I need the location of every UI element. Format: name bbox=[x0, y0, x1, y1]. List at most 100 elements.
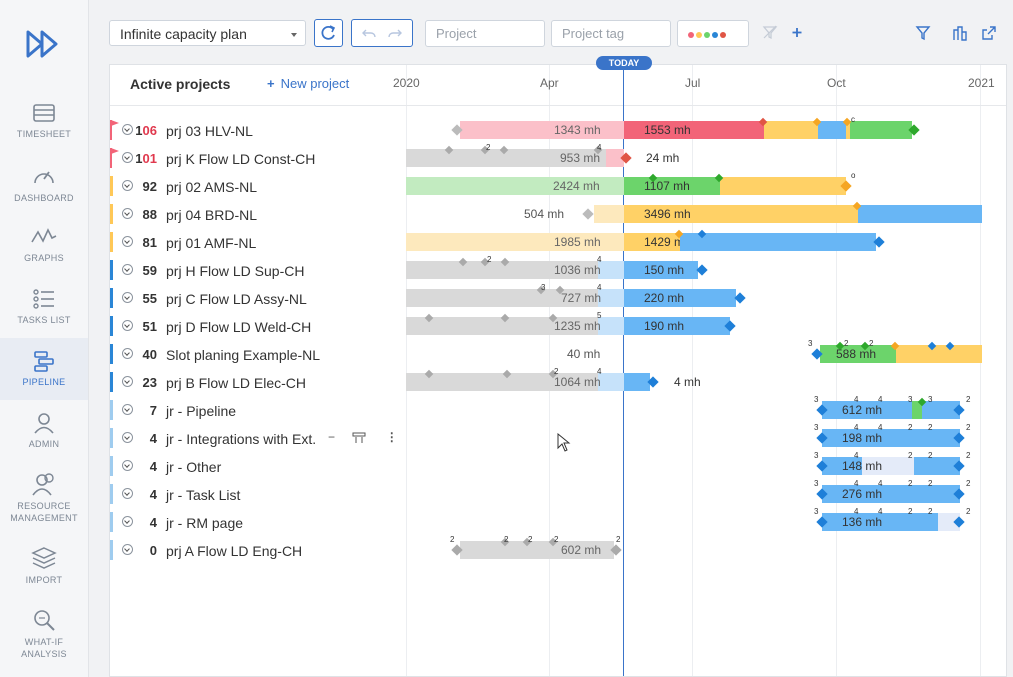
more-options-icon[interactable]: ⋮ bbox=[385, 430, 398, 444]
tools-icon[interactable] bbox=[352, 432, 366, 444]
expand-icon[interactable] bbox=[122, 488, 133, 499]
expand-icon[interactable] bbox=[122, 152, 133, 163]
sidebar-item-what-if-analysis[interactable]: WHAT-IF ANALYSIS bbox=[0, 608, 88, 660]
phase-bar[interactable] bbox=[858, 205, 982, 223]
past-bar bbox=[598, 261, 624, 279]
marker-label: 2 bbox=[966, 423, 971, 432]
project-row[interactable]: 40 Slot planing Example-NL 40 mh 588 mh … bbox=[110, 339, 1006, 368]
future-bar[interactable] bbox=[624, 261, 698, 279]
future-bar[interactable] bbox=[624, 289, 736, 307]
row-count-value: 59 bbox=[142, 263, 157, 278]
future-bar[interactable] bbox=[822, 513, 938, 531]
project-row[interactable]: 4 jr - RM page 136 mh 3 4 4 2 2 2 bbox=[110, 507, 1006, 536]
phase-bar[interactable] bbox=[896, 345, 982, 363]
marker-label: 3 bbox=[814, 507, 819, 516]
app-logo-icon[interactable] bbox=[22, 26, 66, 62]
add-icon[interactable] bbox=[791, 24, 803, 40]
sidebar-item-dashboard[interactable]: DASHBOARD bbox=[0, 164, 88, 204]
expand-icon[interactable] bbox=[122, 236, 133, 247]
row-count: 59 bbox=[133, 263, 157, 278]
project-row[interactable]: 4 jr - Task List 276 mh 3 4 4 2 2 2 bbox=[110, 479, 1006, 508]
project-row[interactable]: 4 jr - Integrations with Ext. − ⋮ 198 mh… bbox=[110, 423, 1006, 452]
redo-icon[interactable] bbox=[387, 27, 403, 39]
future-bar[interactable] bbox=[624, 121, 764, 139]
what-if-icon bbox=[34, 610, 55, 631]
phase-bar[interactable] bbox=[850, 121, 912, 139]
expand-icon[interactable] bbox=[122, 320, 133, 331]
future-mh: 3496 mh bbox=[644, 207, 691, 221]
sidebar-item-tasks-list[interactable]: TASKS LIST bbox=[0, 288, 88, 326]
month-gridline bbox=[980, 65, 981, 676]
color-dot bbox=[712, 32, 718, 38]
timesheet-icon bbox=[33, 104, 55, 122]
project-row[interactable]: 101 prj K Flow LD Const-CH 953 mh 2 4 24… bbox=[110, 143, 1006, 172]
project-filter-input[interactable]: Project bbox=[425, 20, 545, 47]
milestone-icon[interactable] bbox=[696, 264, 708, 276]
new-project-button[interactable]: + New project bbox=[267, 76, 349, 91]
columns-icon[interactable] bbox=[952, 24, 968, 42]
future-bar[interactable] bbox=[822, 429, 960, 447]
phase-bar[interactable] bbox=[862, 457, 914, 475]
phase-bar[interactable] bbox=[720, 177, 846, 195]
sidebar-item-graphs[interactable]: GRAPHS bbox=[0, 226, 88, 264]
plan-select[interactable]: Infinite capacity plan bbox=[109, 20, 306, 46]
expand-icon[interactable] bbox=[122, 208, 133, 219]
phase-bar[interactable] bbox=[680, 233, 876, 251]
sidebar-item-pipeline[interactable]: PIPELINE bbox=[0, 338, 88, 400]
phase-bar[interactable] bbox=[818, 121, 846, 139]
marker-label: 2 bbox=[966, 451, 971, 460]
sidebar-item-resource-management[interactable]: RESOURCE MANAGEMENT bbox=[0, 472, 88, 524]
tasks-list-icon bbox=[33, 289, 54, 309]
project-row[interactable]: 59 prj H Flow LD Sup-CH 1036 mh 150 mh 2… bbox=[110, 255, 1006, 284]
project-row[interactable]: 23 prj B Flow LD Elec-CH 1064 mh 2 4 4 m… bbox=[110, 367, 1006, 396]
expand-icon[interactable] bbox=[122, 180, 133, 191]
expand-icon[interactable] bbox=[122, 376, 133, 387]
clear-filter-icon[interactable] bbox=[762, 24, 778, 40]
row-color-marker bbox=[110, 372, 113, 392]
future-bar[interactable] bbox=[822, 485, 960, 503]
refresh-button[interactable] bbox=[314, 19, 343, 47]
project-row[interactable]: 7 jr - Pipeline 612 mh 3 4 4 3 3 2 bbox=[110, 395, 1006, 424]
project-row[interactable]: 51 prj D Flow LD Weld-CH 1235 mh 190 mh … bbox=[110, 311, 1006, 340]
phase-bar[interactable] bbox=[938, 513, 960, 531]
expand-icon[interactable] bbox=[122, 264, 133, 275]
project-row[interactable]: 88 prj 04 BRD-NL 504 mh 3496 mh bbox=[110, 200, 1006, 228]
row-count-value: 4 bbox=[149, 487, 157, 502]
future-bar[interactable] bbox=[624, 317, 730, 335]
project-row[interactable]: 4 jr - Other 148 mh 3 4 2 2 2 bbox=[110, 451, 1006, 480]
color-filter[interactable] bbox=[677, 20, 749, 47]
future-bar[interactable] bbox=[624, 373, 650, 391]
expand-icon[interactable] bbox=[122, 432, 133, 443]
expand-icon[interactable] bbox=[122, 516, 133, 527]
sidebar-item-admin[interactable]: ADMIN bbox=[0, 412, 88, 450]
project-row[interactable]: 81 prj 01 AMF-NL 1985 mh 1429 mh bbox=[110, 228, 1006, 256]
milestone-icon[interactable] bbox=[582, 208, 594, 220]
project-row[interactable]: 0 prj A Flow LD Eng-CH 602 mh 2 2 2 2 2 bbox=[110, 535, 1006, 564]
external-link-icon[interactable] bbox=[981, 24, 997, 42]
project-row[interactable]: 106 prj 03 HLV-NL 1343 mh 1553 mh c bbox=[110, 115, 1006, 144]
expand-icon[interactable] bbox=[122, 348, 133, 359]
undo-icon[interactable] bbox=[361, 27, 377, 39]
expand-icon[interactable] bbox=[122, 544, 133, 555]
past-mh: 1343 mh bbox=[554, 123, 601, 137]
phase-bar[interactable] bbox=[764, 121, 818, 139]
future-bar[interactable] bbox=[624, 205, 858, 223]
past-mh: 1064 mh bbox=[554, 375, 601, 389]
collapse-icon[interactable]: − bbox=[328, 430, 336, 444]
project-row[interactable]: 92 prj 02 AMS-NL 2424 mh 1107 mh o bbox=[110, 171, 1006, 200]
sidebar-item-import[interactable]: IMPORT bbox=[0, 546, 88, 586]
phase-bar[interactable] bbox=[912, 401, 922, 419]
milestone-icon[interactable] bbox=[734, 292, 746, 304]
row-count-value: 0 bbox=[149, 543, 157, 558]
future-bar[interactable] bbox=[624, 177, 720, 195]
project-row[interactable]: 55 prj C Flow LD Assy-NL 727 mh 220 mh 3… bbox=[110, 283, 1006, 312]
expand-icon[interactable] bbox=[122, 292, 133, 303]
future-bar[interactable] bbox=[822, 401, 960, 419]
filter-icon[interactable] bbox=[915, 24, 931, 42]
sidebar-item-timesheet[interactable]: TIMESHEET bbox=[0, 102, 88, 140]
project-tag-filter-input[interactable]: Project tag bbox=[551, 20, 671, 47]
expand-icon[interactable] bbox=[122, 404, 133, 415]
expand-icon[interactable] bbox=[122, 124, 133, 135]
future-bar[interactable] bbox=[624, 233, 680, 251]
expand-icon[interactable] bbox=[122, 460, 133, 471]
